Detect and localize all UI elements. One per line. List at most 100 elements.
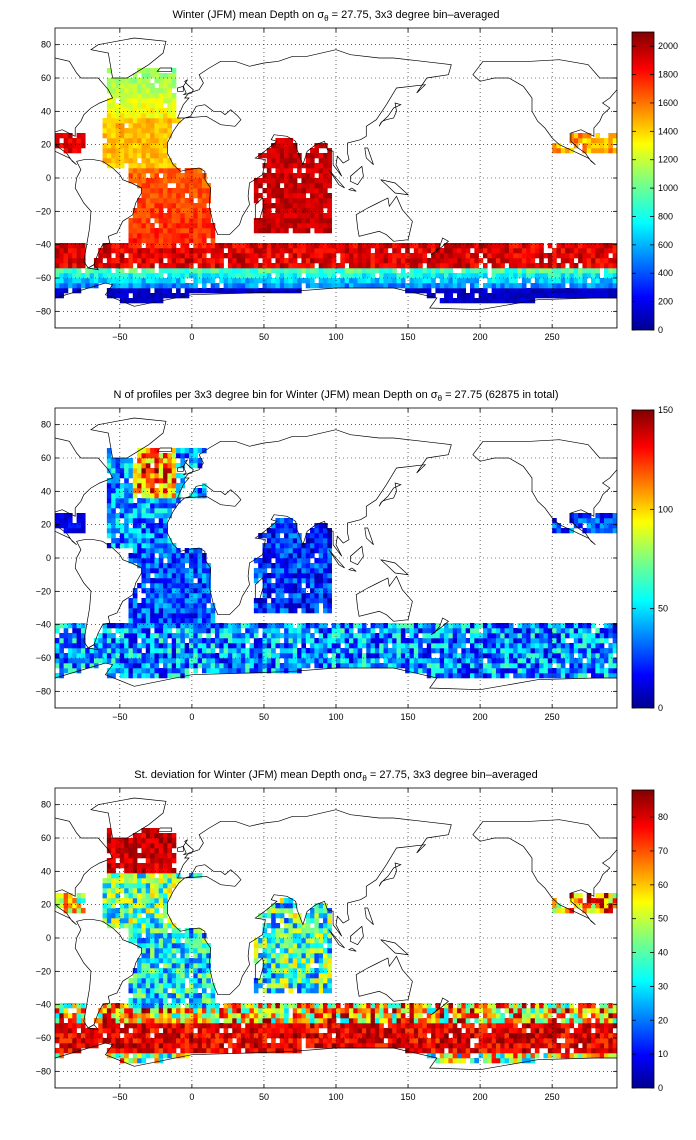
heatmap-cell xyxy=(167,593,173,599)
heatmap-cell xyxy=(171,573,177,579)
heatmap-cell xyxy=(184,623,190,629)
heatmap-cell xyxy=(275,558,281,564)
heatmap-cell xyxy=(141,93,147,99)
heatmap-cell xyxy=(171,633,177,639)
heatmap-cell xyxy=(387,278,393,284)
heatmap-cell xyxy=(495,248,501,254)
heatmap-cell xyxy=(470,1058,475,1064)
heatmap-cell xyxy=(154,608,160,614)
heatmap-cell xyxy=(318,218,324,224)
heatmap-cell xyxy=(418,258,423,264)
heatmap-cell xyxy=(513,633,518,639)
heatmap-cell xyxy=(59,523,64,529)
heatmap-cell xyxy=(193,188,198,194)
heatmap-cell xyxy=(513,288,518,294)
heatmap-cell xyxy=(556,663,562,669)
heatmap-cell xyxy=(556,673,562,679)
heatmap-cell xyxy=(193,218,198,224)
heatmap-cell xyxy=(141,258,147,264)
heatmap-cell xyxy=(534,628,540,634)
heatmap-cell xyxy=(111,293,116,299)
heatmap-cell xyxy=(137,233,142,239)
heatmap-cell xyxy=(193,223,198,229)
heatmap-cell xyxy=(124,258,129,264)
heatmap-cell xyxy=(297,283,302,289)
heatmap-cell xyxy=(119,253,125,259)
heatmap-cell xyxy=(288,543,294,549)
heatmap-cell xyxy=(106,523,112,529)
heatmap-cell xyxy=(119,648,125,654)
heatmap-cell xyxy=(154,473,160,479)
heatmap-cell xyxy=(487,243,492,249)
heatmap-cell xyxy=(119,658,125,664)
heatmap-cell xyxy=(145,228,151,234)
heatmap-cell xyxy=(379,253,384,259)
heatmap-cell xyxy=(176,1053,181,1059)
heatmap-cell xyxy=(180,603,185,609)
heatmap-cell xyxy=(586,638,592,644)
heatmap-cell xyxy=(470,253,475,259)
heatmap-cell xyxy=(227,663,233,669)
coastline xyxy=(55,662,617,708)
heatmap-cell xyxy=(396,248,402,254)
heatmap-cell xyxy=(137,623,142,629)
heatmap-cell xyxy=(374,658,380,664)
heatmap-cell xyxy=(361,283,367,289)
heatmap-cell xyxy=(552,273,557,279)
heatmap-cell xyxy=(167,568,173,574)
heatmap-cell xyxy=(102,243,108,249)
coastline xyxy=(328,549,345,569)
heatmap-cell xyxy=(422,273,428,279)
heatmap-cell xyxy=(167,488,173,494)
heatmap-cell xyxy=(508,263,514,269)
heatmap-cell xyxy=(314,208,319,214)
heatmap-cell xyxy=(405,243,410,249)
heatmap-cell xyxy=(171,268,177,274)
heatmap-cell xyxy=(422,243,428,249)
heatmap-cell xyxy=(63,513,69,519)
heatmap-cell xyxy=(357,653,363,659)
heatmap-cell xyxy=(500,253,505,259)
heatmap-cell xyxy=(59,1048,64,1054)
heatmap-cell xyxy=(279,573,285,579)
heatmap-cell xyxy=(128,138,134,144)
heatmap-cell xyxy=(163,88,168,94)
heatmap-cell xyxy=(132,153,138,159)
heatmap-cell xyxy=(301,193,307,199)
heatmap-cell xyxy=(517,248,523,254)
heatmap-cell xyxy=(457,663,462,669)
heatmap-cell xyxy=(318,568,324,574)
heatmap-cell xyxy=(310,198,315,204)
heatmap-cell xyxy=(93,1038,99,1044)
heatmap-cell xyxy=(426,658,432,664)
heatmap-cell xyxy=(184,248,190,254)
heatmap-cell xyxy=(197,273,203,279)
heatmap-cell xyxy=(171,478,177,484)
heatmap-cell xyxy=(141,643,147,649)
heatmap-cell xyxy=(305,553,311,559)
heatmap-cell xyxy=(552,1038,557,1044)
x-tick-label: 50 xyxy=(259,712,269,722)
heatmap-cell xyxy=(106,253,112,259)
heatmap-cell xyxy=(482,273,488,279)
heatmap-cell xyxy=(310,178,315,184)
heatmap-cell xyxy=(201,198,207,204)
heatmap-cell xyxy=(150,1048,155,1054)
heatmap-cell xyxy=(119,138,125,144)
heatmap-cell xyxy=(180,618,185,624)
heatmap-cell xyxy=(292,258,298,264)
heatmap-cell xyxy=(482,633,488,639)
heatmap-cell xyxy=(292,593,298,599)
heatmap-cell xyxy=(145,643,151,649)
heatmap-cell xyxy=(487,653,492,659)
heatmap-cell xyxy=(275,183,281,189)
heatmap-cell xyxy=(145,88,151,94)
heatmap-cell xyxy=(154,513,160,519)
heatmap-cell xyxy=(115,668,121,674)
heatmap-cell xyxy=(370,628,376,634)
heatmap-cell xyxy=(327,638,332,644)
heatmap-cell xyxy=(305,253,311,259)
heatmap-cell xyxy=(500,658,505,664)
heatmap-cell xyxy=(314,558,319,564)
heatmap-cell xyxy=(413,663,419,669)
